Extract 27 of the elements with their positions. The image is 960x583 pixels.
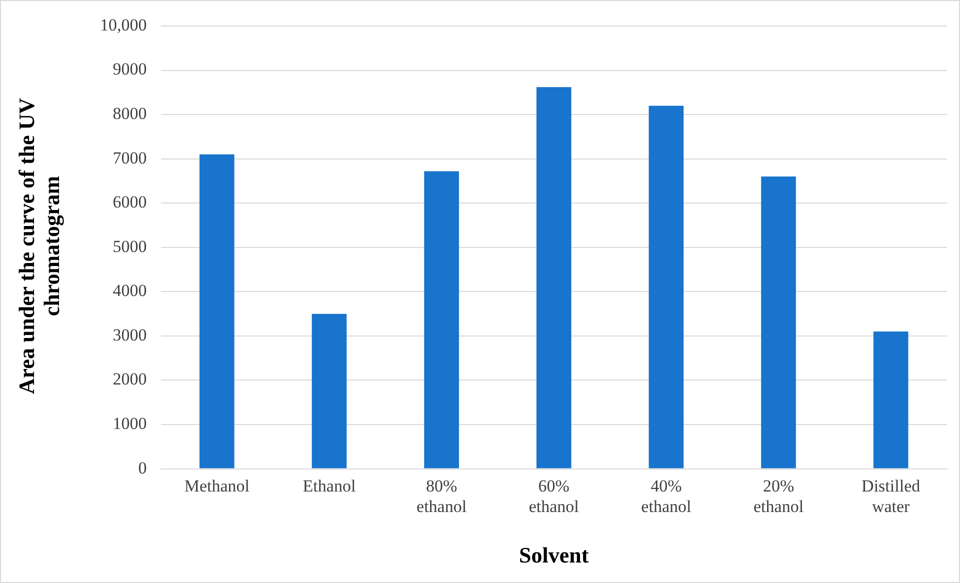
bar bbox=[873, 332, 908, 468]
y-tick-label: 4000 bbox=[112, 281, 147, 300]
y-tick-label: 7000 bbox=[112, 148, 147, 168]
y-tick-label: 1000 bbox=[112, 414, 147, 433]
bar bbox=[200, 154, 234, 468]
bar bbox=[761, 176, 796, 468]
y-tick-label: 2000 bbox=[112, 370, 147, 389]
x-tick-label: 60% ethanol bbox=[528, 476, 580, 516]
y-tick-label: 9000 bbox=[112, 60, 147, 79]
y-tick-label: 5000 bbox=[112, 236, 147, 256]
x-tick-label: 20% ethanol bbox=[753, 476, 804, 516]
y-tick-label: 3000 bbox=[112, 325, 147, 344]
y-axis-title: Area under the curve of the UV chromatogram bbox=[14, 96, 64, 396]
bar bbox=[648, 106, 684, 468]
bar bbox=[536, 87, 572, 468]
y-tick-label: 10,000 bbox=[100, 15, 147, 34]
x-tick-label: 80% ethanol bbox=[416, 476, 467, 516]
bar bbox=[312, 314, 347, 468]
x-tick-label: Methanol bbox=[184, 476, 250, 496]
bar bbox=[424, 171, 459, 468]
x-tick-label: Ethanol bbox=[302, 476, 356, 496]
y-tick-label: 0 bbox=[138, 458, 147, 478]
y-tick-label: 6000 bbox=[112, 192, 147, 212]
y-tick-label: 8000 bbox=[112, 104, 147, 124]
x-tick-label: Distilled water bbox=[862, 476, 921, 516]
x-tick-label: 40% ethanol bbox=[641, 476, 692, 516]
x-axis-title: Solvent bbox=[519, 542, 590, 568]
